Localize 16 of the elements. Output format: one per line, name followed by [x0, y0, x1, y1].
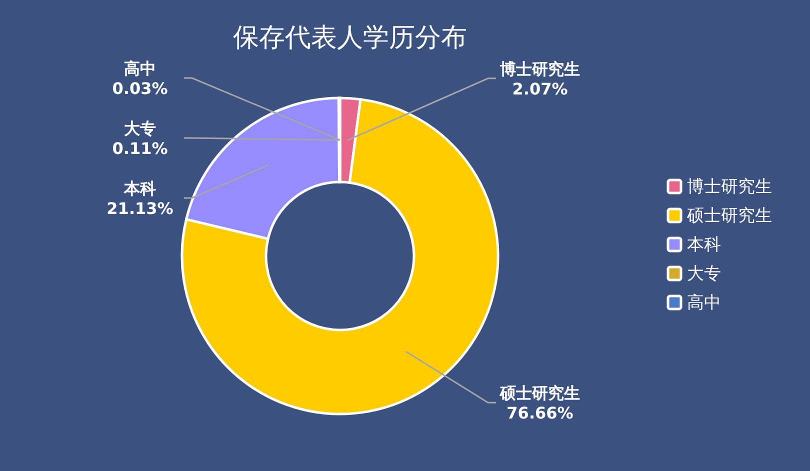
legend-label: 硕士研究生 — [686, 206, 772, 226]
slice-label: 博士研究生 — [499, 59, 580, 78]
slice-label: 大专 — [124, 119, 156, 138]
data-label: 21.13% — [106, 199, 174, 218]
data-label: 0.11% — [112, 139, 168, 158]
legend-label: 博士研究生 — [687, 177, 772, 197]
slice-label: 高中 — [124, 59, 156, 78]
slice-label: 本科 — [123, 179, 156, 198]
legend-label: 本科 — [687, 235, 721, 255]
legend-label: 高中 — [687, 293, 721, 313]
data-label: 0.03% — [112, 79, 168, 98]
chart-title: 保存代表人学历分布 — [233, 23, 467, 53]
slice-label: 硕士研究生 — [499, 384, 580, 403]
data-label: 2.07% — [512, 79, 568, 98]
legend-label: 大专 — [687, 264, 721, 284]
data-label: 76.66% — [506, 404, 574, 423]
